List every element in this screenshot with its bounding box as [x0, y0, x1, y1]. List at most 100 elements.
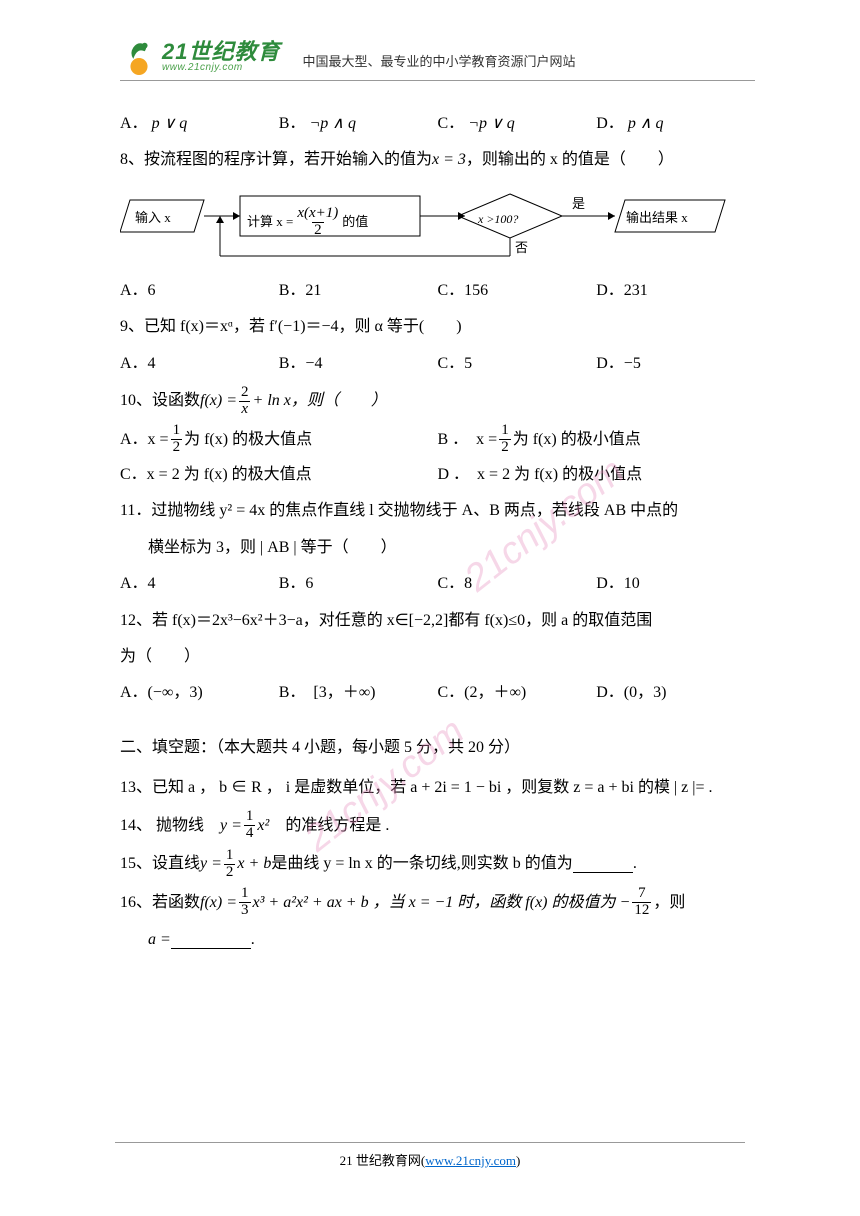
stem-math: x = 3 — [432, 145, 466, 175]
q8-flowchart: 输入 x 计算 x = x(x+1)2 的值 x >100? 是 否 输出结果 … — [120, 188, 755, 262]
q9-options: A．4 B．−4 C．5 D．−5 — [120, 349, 755, 379]
opt-label: D． — [596, 109, 624, 139]
opt-pre: A．x = — [120, 425, 169, 455]
flow-input: 输入 x — [135, 206, 171, 231]
opt-pre: B ． x = — [438, 425, 498, 455]
flow-output: 输出结果 x — [626, 206, 688, 231]
page-footer: 21 世纪教育网(www.21cnjy.com) — [0, 1142, 860, 1174]
post: 的准线方程是 . — [269, 811, 389, 841]
frac-den: 2 — [499, 439, 511, 456]
q7-options: A． p ∨ q B． ¬p ∧ q C． ¬p ∨ q D． p ∧ q — [120, 109, 755, 139]
frac-den: x — [239, 401, 250, 418]
q12-stem-line1: 12、若 f(x)＝2x³−6x²＋3−a，对任意的 x∈[−2,2]都有 f(… — [120, 606, 755, 636]
q8-options: A．6 B．21 C．156 D．231 — [120, 276, 755, 306]
opt-a: A．4 — [120, 349, 279, 379]
frac-den: 2 — [171, 439, 183, 456]
opt-label: C． — [438, 109, 465, 139]
q15-stem: 15、设直线 y = 12 x + b 是曲线 y = ln x 的一条切线,则… — [120, 848, 755, 881]
fill-blank — [171, 931, 251, 949]
frac-num: x(x+1) — [295, 206, 340, 222]
pre: 15、设直线 — [120, 849, 200, 879]
frac-den: 2 — [312, 222, 324, 239]
opt-expr: ¬p ∨ q — [468, 109, 515, 139]
q10-options-row2: C．x = 2 为 f(x) 的极大值点 D ． x = 2 为 f(x) 的极… — [120, 460, 755, 490]
q12-stem-line2: 为（ ） — [120, 642, 755, 672]
opt-a: A．6 — [120, 276, 279, 306]
q11-stem-line1: 11．过抛物线 y² = 4x 的焦点作直线 l 交抛物线于 A、B 两点，若线… — [120, 496, 755, 526]
stem-post: + ln x，则（ ） — [253, 386, 387, 416]
opt-a: A．(−∞，3) — [120, 678, 279, 708]
opt-d: D．−5 — [596, 349, 755, 379]
opt-c: C．(2，＋∞) — [438, 678, 597, 708]
opt-post: 为 f(x) 的极小值点 — [513, 425, 641, 455]
q10-stem: 10、设函数 f(x) = 2x + ln x，则（ ） — [120, 385, 755, 418]
frac-num: 1 — [244, 809, 256, 825]
q16-stem-line1: 16、若函数 f(x) = 13 x³ + a²x² + ax + b ，当 x… — [120, 886, 755, 919]
frac-den: 2 — [224, 864, 236, 881]
opt-b: B．−4 — [279, 349, 438, 379]
logo-title: 21世纪教育 — [162, 41, 280, 63]
q12-options: A．(−∞，3) B． [3，＋∞) C．(2，＋∞) D．(0，3) — [120, 678, 755, 708]
frac-num: 1 — [224, 848, 236, 864]
opt-label: B． — [279, 109, 306, 139]
fx: f(x) = — [200, 888, 237, 918]
header-tagline: 中国最大型、最专业的中小学教育资源门户网站 — [302, 40, 575, 75]
frac-den: 4 — [244, 825, 256, 842]
opt-d: D ． x = 2 为 f(x) 的极小值点 — [438, 460, 756, 490]
eq-pre: y = — [200, 849, 222, 879]
calc-post: 的值 — [342, 210, 368, 235]
flow-no: 否 — [515, 236, 528, 261]
opt-post: 为 f(x) 的极大值点 — [184, 425, 312, 455]
opt-expr: p ∨ q — [152, 109, 188, 139]
footer-post: ) — [516, 1153, 520, 1168]
stem-pre: 10、设函数 — [120, 386, 200, 416]
page-header: 21世纪教育 www.21cnjy.com 中国最大型、最专业的中小学教育资源门… — [120, 38, 755, 81]
stem-text: ，则输出的 x 的值是（ ） — [466, 145, 674, 175]
opt-c: C．8 — [438, 569, 597, 599]
dot: . — [251, 925, 255, 955]
opt-expr: p ∧ q — [628, 109, 664, 139]
opt-c: C．5 — [438, 349, 597, 379]
flow-cond: x >100? — [478, 208, 518, 231]
line2-pre: a = — [148, 925, 171, 955]
q10-options-row1: A．x = 12 为 f(x) 的极大值点 B ． x = 12 为 f(x) … — [120, 423, 755, 456]
opt-b: B．6 — [279, 569, 438, 599]
q14-stem: 14、 抛物线 y = 14 x² 的准线方程是 . — [120, 809, 755, 842]
mid2: ，则 — [653, 888, 685, 918]
flow-yes: 是 — [572, 192, 585, 217]
opt-b: B．21 — [279, 276, 438, 306]
footer-pre: 21 世纪教育网( — [340, 1153, 426, 1168]
opt-expr: ¬p ∧ q — [309, 109, 356, 139]
footer-link[interactable]: www.21cnjy.com — [425, 1153, 516, 1168]
opt-d: D．10 — [596, 569, 755, 599]
fill-blank — [573, 855, 633, 873]
opt-label: A． — [120, 109, 148, 139]
q8-stem: 8、按流程图的程序计算，若开始输入的值为 x = 3 ，则输出的 x 的值是（ … — [120, 145, 755, 175]
document-body: 21cnjy.com 21cnjy.com A． p ∨ q B． ¬p ∧ q… — [120, 109, 755, 955]
q11-stem-line2: 横坐标为 3，则 | AB | 等于（ ） — [120, 533, 755, 563]
fx: f(x) = — [200, 386, 237, 416]
eq-mid: x + b — [237, 849, 271, 879]
frac-num: 1 — [171, 423, 183, 439]
q9-stem: 9、已知 f(x)＝xᵅ，若 f′(−1)＝−4，则 α 等于( ) — [120, 312, 755, 342]
pre: 14、 抛物线 — [120, 811, 220, 841]
stem-text: 8、按流程图的程序计算，若开始输入的值为 — [120, 145, 432, 175]
pre: 16、若函数 — [120, 888, 200, 918]
runner-icon — [120, 38, 158, 76]
frac-num: 1 — [239, 886, 251, 902]
eq-pre: y = — [220, 811, 242, 841]
opt-d: D．(0，3) — [596, 678, 755, 708]
frac-num: 2 — [239, 385, 251, 401]
opt-d: D．231 — [596, 276, 755, 306]
eq-post: x² — [257, 811, 269, 841]
frac-den: 12 — [632, 902, 651, 919]
q16-stem-line2: a = . — [120, 925, 755, 955]
mid1: x³ + a²x² + ax + b ，当 x = −1 时，函数 f(x) 的… — [253, 888, 631, 918]
dot: . — [633, 849, 637, 879]
section2-title: 二、填空题：（本大题共 4 小题，每小题 5 分，共 20 分） — [120, 733, 755, 763]
post: 是曲线 y = ln x 的一条切线,则实数 b 的值为 — [271, 849, 572, 879]
opt-a: A．4 — [120, 569, 279, 599]
frac-den: 3 — [239, 902, 251, 919]
q13-stem: 13、已知 a ， b ∈ R ， i 是虚数单位，若 a + 2i = 1 −… — [120, 773, 755, 803]
opt-c: C．156 — [438, 276, 597, 306]
